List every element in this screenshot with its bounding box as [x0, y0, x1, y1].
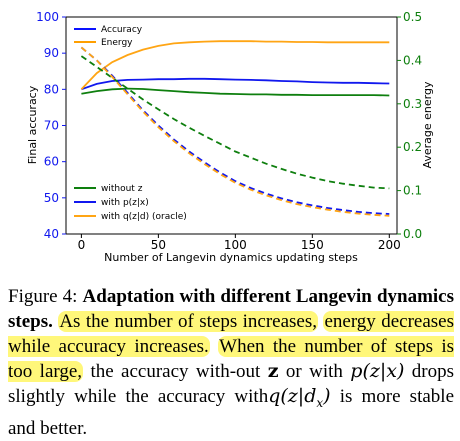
- y2-axis-label: Average energy: [421, 81, 434, 168]
- legend-label: without z: [101, 184, 143, 194]
- caption-highlight-1: As the number of steps increases,: [58, 311, 319, 332]
- series-lines: [80, 40, 390, 217]
- legends: Accuracy Energy without z with p(z|x) with q…: [74, 25, 187, 222]
- series-energy-without-z: [80, 55, 390, 190]
- y-tick-label: 60: [44, 155, 59, 169]
- series-energy-with-p-z-x: [80, 46, 390, 215]
- y2-tick-label: 0.5: [403, 10, 422, 24]
- y-tick-label: 70: [44, 119, 59, 133]
- series-accuracy-without-z: [81, 87, 390, 97]
- y-tick-label: 40: [44, 227, 59, 241]
- y-tick-label: 50: [44, 191, 59, 205]
- axes: 0 50 100 150 200 40 50 60 70 80 90 100 0.0 0.1 0.2 0.3 0…: [36, 10, 422, 252]
- legend-label: with p(z|x): [101, 198, 149, 208]
- caption-math-z: z: [267, 360, 279, 382]
- legend-label: Energy: [101, 38, 133, 48]
- figure-caption: Figure 4: Adaptation with different Lang…: [8, 284, 454, 441]
- series-energy-with-q-z-d-oracle: [80, 46, 390, 217]
- caption-text-5: or with: [285, 361, 343, 382]
- x-tick-label: 100: [224, 238, 247, 252]
- caption-text-6: drops slightly while the accuracy with: [8, 361, 455, 407]
- y2-tick-label: 0.3: [403, 97, 422, 111]
- caption-title: Adaptation with different Langevin dynam…: [8, 286, 455, 332]
- y-tick-label: 100: [36, 10, 59, 24]
- x-tick-label: 50: [151, 238, 166, 252]
- x-tick-label: 0: [78, 238, 86, 252]
- y-axis-label: Final accuracy: [26, 85, 39, 164]
- caption-math-pzx: p(z|x): [350, 360, 405, 382]
- series-accuracy-with-p-z-x: [81, 77, 390, 91]
- series-accuracy-with-q-z-d-oracle: [80, 40, 390, 90]
- legend-label: with q(z|d) (oracle): [101, 212, 187, 222]
- y-tick-label: 90: [44, 46, 59, 60]
- caption-label: Figure 4:: [8, 286, 78, 307]
- x-tick-label: 200: [378, 238, 401, 252]
- caption-text-4: the accuracy with-out: [90, 361, 261, 382]
- caption-math-qzd: q(z|dx): [268, 385, 331, 410]
- x-axis-label: Number of Langevin dynamics updating ste…: [104, 251, 358, 264]
- y-tick-label: 80: [44, 82, 59, 96]
- y2-tick-label: 0.2: [403, 140, 422, 154]
- legend-label: Accuracy: [101, 25, 143, 35]
- figure: 0 50 100 150 200 40 50 60 70 80 90 100 0.0 0.1 0.2 0.3 0…: [26, 10, 434, 264]
- y2-tick-label: 0.0: [403, 227, 422, 241]
- y2-tick-label: 0.4: [403, 53, 422, 67]
- y2-tick-label: 0.1: [403, 184, 422, 198]
- caption-text-7: is more stable and better.: [8, 386, 455, 439]
- x-tick-label: 150: [301, 238, 324, 252]
